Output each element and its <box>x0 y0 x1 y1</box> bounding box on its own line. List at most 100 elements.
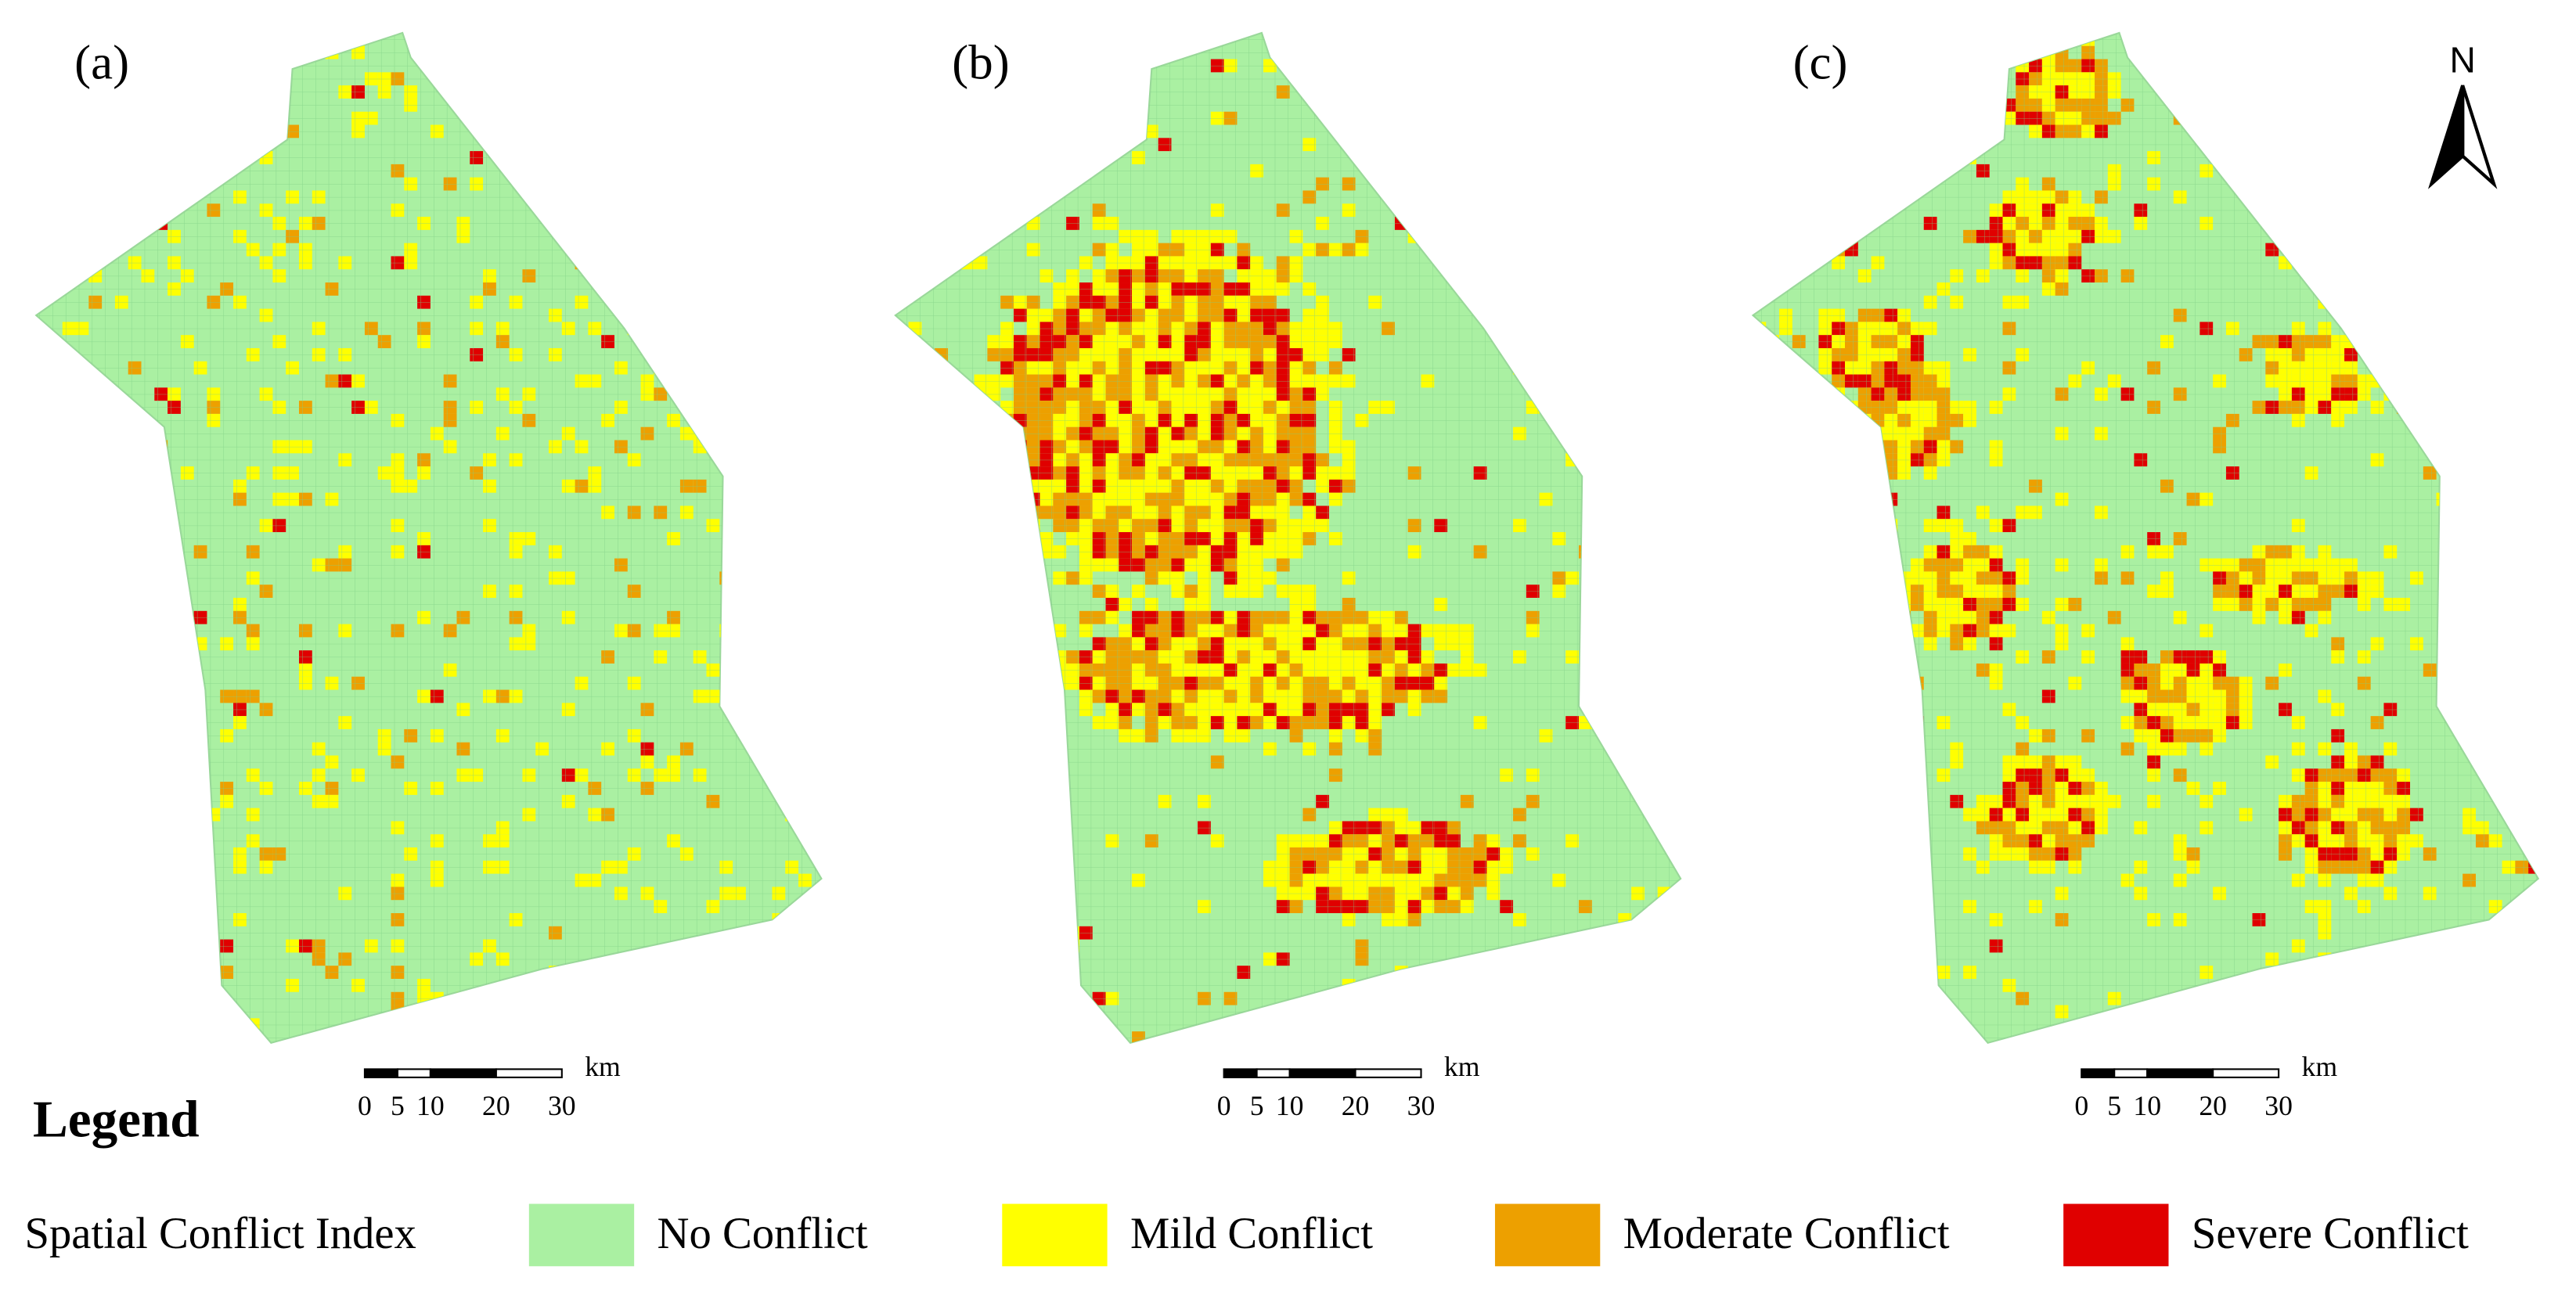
cell <box>1818 887 1832 901</box>
cell <box>811 703 822 717</box>
cell <box>798 151 812 164</box>
cell <box>193 900 207 914</box>
cell <box>1013 453 1027 467</box>
cell <box>102 716 115 729</box>
cell <box>1605 190 1619 204</box>
cell <box>1871 151 1885 164</box>
cell <box>2475 269 2489 283</box>
north-arrow: N <box>2427 39 2498 189</box>
cell <box>1753 243 1767 257</box>
cell <box>2436 374 2450 388</box>
cell <box>1779 72 1792 86</box>
cell <box>1039 782 1054 795</box>
cell <box>154 939 168 953</box>
scale-tick-label: 5 <box>391 1090 405 1121</box>
cell <box>1394 1005 1408 1019</box>
scale-segment <box>495 1068 563 1078</box>
cell <box>575 85 589 99</box>
cell <box>141 217 155 230</box>
cell <box>75 1031 89 1043</box>
cell <box>141 72 155 86</box>
cell <box>114 794 128 808</box>
cell <box>168 571 181 585</box>
cell <box>1910 952 1924 966</box>
cell <box>772 952 786 966</box>
cell <box>1779 32 1792 46</box>
cell <box>102 440 115 454</box>
panel-label: (c) <box>1793 35 1848 90</box>
cell <box>1486 978 1501 992</box>
cell <box>49 558 63 572</box>
cell <box>908 532 922 545</box>
cell <box>180 768 194 782</box>
cell <box>974 401 988 414</box>
cell <box>1631 72 1645 86</box>
cell <box>36 545 49 559</box>
cell <box>2383 282 2398 296</box>
cell <box>1158 32 1172 46</box>
cell <box>1578 308 1592 322</box>
cell <box>2200 124 2214 138</box>
cell <box>614 138 628 152</box>
cell <box>1805 808 1819 822</box>
cell <box>180 85 194 99</box>
scale-unit: km <box>585 1051 621 1082</box>
cell <box>2304 1018 2318 1032</box>
scale-segment <box>2212 1068 2280 1078</box>
cell <box>1910 834 1924 848</box>
scale-tick-label: 30 <box>2264 1090 2293 1121</box>
cell <box>772 782 786 795</box>
cell <box>207 1031 221 1043</box>
cell <box>960 966 975 979</box>
cell <box>1818 689 1832 703</box>
cell <box>921 782 935 795</box>
cell <box>974 532 988 545</box>
cell <box>2397 401 2411 414</box>
cell <box>102 98 115 112</box>
cell <box>2410 374 2423 388</box>
scale-segment <box>429 1068 497 1078</box>
cell <box>798 98 812 112</box>
cell <box>1753 111 1767 125</box>
cell <box>1884 585 1898 599</box>
cell <box>1937 164 1951 178</box>
cell <box>180 703 194 717</box>
cell <box>246 1031 260 1043</box>
cell <box>36 361 49 375</box>
cell <box>811 939 822 953</box>
cell <box>974 453 988 467</box>
cell <box>921 401 935 414</box>
cell <box>1897 887 1911 901</box>
cell <box>36 413 49 427</box>
cell <box>1644 190 1658 204</box>
cell <box>75 794 89 808</box>
cell <box>1910 177 1924 191</box>
cell <box>772 243 786 257</box>
cell <box>1818 387 1832 401</box>
cell <box>1513 72 1526 86</box>
scale-tick-label: 5 <box>1250 1090 1264 1121</box>
cell <box>1857 440 1872 454</box>
cell <box>2436 59 2450 73</box>
cell <box>1805 190 1819 204</box>
cell <box>1486 256 1501 270</box>
cell <box>62 1005 76 1019</box>
scale-segment <box>2081 1068 2116 1078</box>
cell <box>908 545 922 559</box>
cell <box>49 624 63 638</box>
cell <box>193 952 207 966</box>
cell <box>88 821 103 835</box>
scale-tick-label: 20 <box>482 1090 510 1121</box>
cell <box>2436 32 2450 46</box>
cell <box>627 45 641 59</box>
cell <box>1591 361 1605 375</box>
cell <box>2488 322 2502 336</box>
cell <box>706 243 720 257</box>
cell <box>1605 610 1619 624</box>
cell <box>1857 558 1872 572</box>
cell <box>1407 151 1421 164</box>
cell <box>102 676 115 690</box>
cell <box>811 926 822 940</box>
cell <box>614 85 628 99</box>
